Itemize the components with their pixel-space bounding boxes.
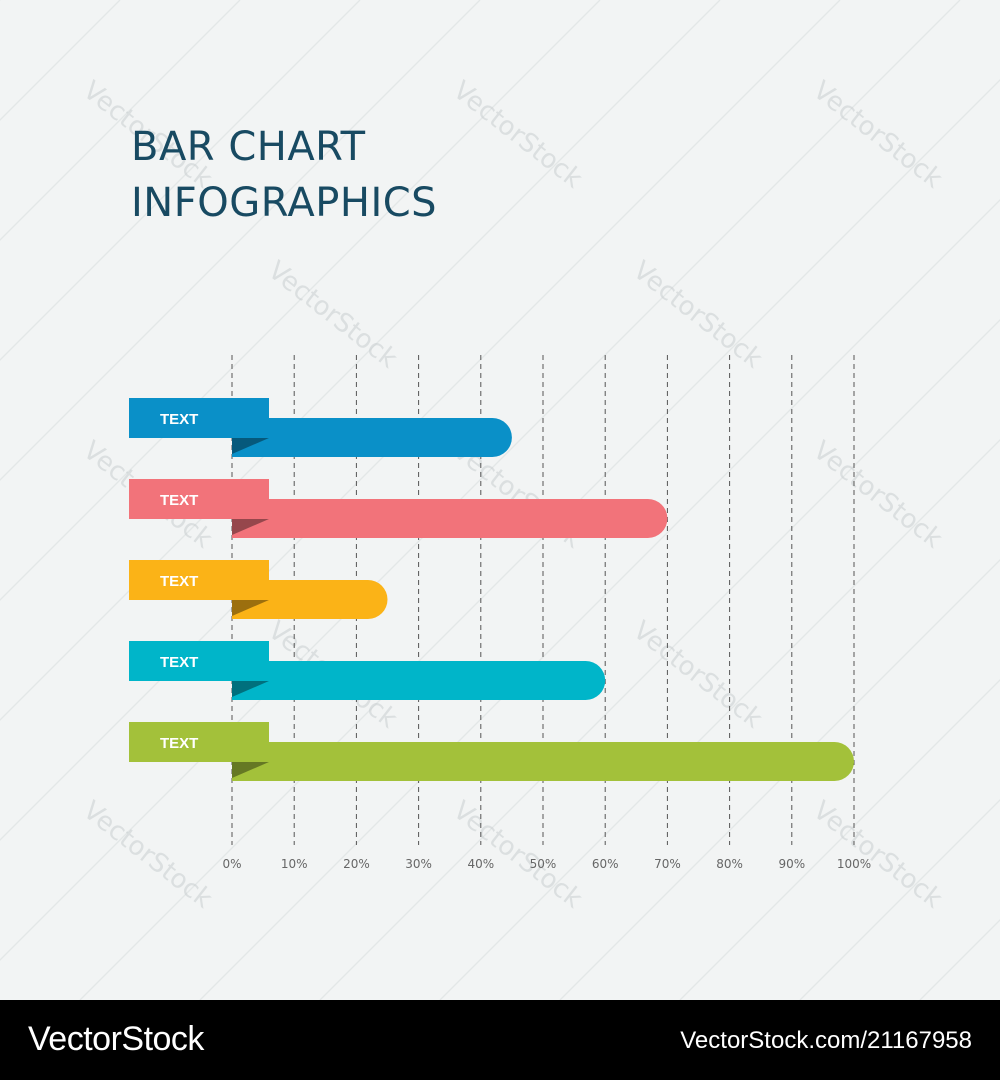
bar-label-tag	[129, 479, 269, 519]
bar-label: TEXT	[160, 735, 198, 752]
bar-label: TEXT	[160, 411, 198, 428]
bar-label: TEXT	[160, 654, 198, 671]
footer-bar: VectorStock VectorStock.com/21167958	[0, 1000, 1000, 1080]
background-line	[0, 0, 361, 361]
x-tick-label: 20%	[343, 857, 370, 871]
x-tick-label: 70%	[654, 857, 681, 871]
bar-fold-shadow	[232, 438, 269, 454]
x-tick-label: 80%	[716, 857, 743, 871]
x-tick-label: 50%	[530, 857, 557, 871]
footer-brand: VectorStock	[28, 1020, 204, 1058]
x-tick-label: 10%	[281, 857, 308, 871]
background-line	[439, 439, 1000, 1000]
bar-label-tag	[129, 398, 269, 438]
background-line	[0, 0, 241, 241]
background-line	[559, 559, 1000, 1000]
bar-chart: 0% 10% 20% 30% 40% 50% 60% 70% 80% 90% 100% TEXT TEX…	[129, 355, 871, 871]
bar-label-tag	[129, 722, 269, 762]
chart-title-line-2: INFOGRAPHICS	[131, 180, 438, 226]
bar	[232, 418, 512, 457]
bar-label: TEXT	[160, 573, 198, 590]
bar	[232, 499, 668, 538]
background-line	[199, 199, 1000, 1000]
bar-fold-shadow	[232, 762, 269, 778]
background-line	[319, 319, 1000, 1000]
bar	[232, 580, 388, 619]
bar-label-tag	[129, 641, 269, 681]
background-diagonal-lines	[0, 0, 1000, 1000]
x-tick-label: 40%	[467, 857, 494, 871]
x-tick-label: 100%	[837, 857, 871, 871]
bar-fold-shadow	[232, 681, 269, 697]
footer-image-id: VectorStock.com/21167958	[680, 1027, 972, 1054]
bar	[232, 661, 606, 700]
bar	[232, 742, 854, 781]
background-line	[799, 799, 1000, 1000]
x-tick-label: 60%	[592, 857, 619, 871]
background-line	[0, 0, 481, 481]
bar-fold-shadow	[232, 600, 269, 616]
bar-fold-shadow	[232, 519, 269, 535]
background-line	[0, 0, 601, 601]
x-tick-label: 90%	[778, 857, 805, 871]
x-tick-label: 0%	[222, 857, 241, 871]
x-tick-label: 30%	[405, 857, 432, 871]
bar-label-tag	[129, 560, 269, 600]
bar-label: TEXT	[160, 492, 198, 509]
background-line	[679, 679, 1000, 1000]
chart-title-line-1: BAR CHART	[131, 124, 366, 170]
infographic-canvas: VectorStock VectorStock VectorStock VectorS…	[0, 0, 1000, 1000]
